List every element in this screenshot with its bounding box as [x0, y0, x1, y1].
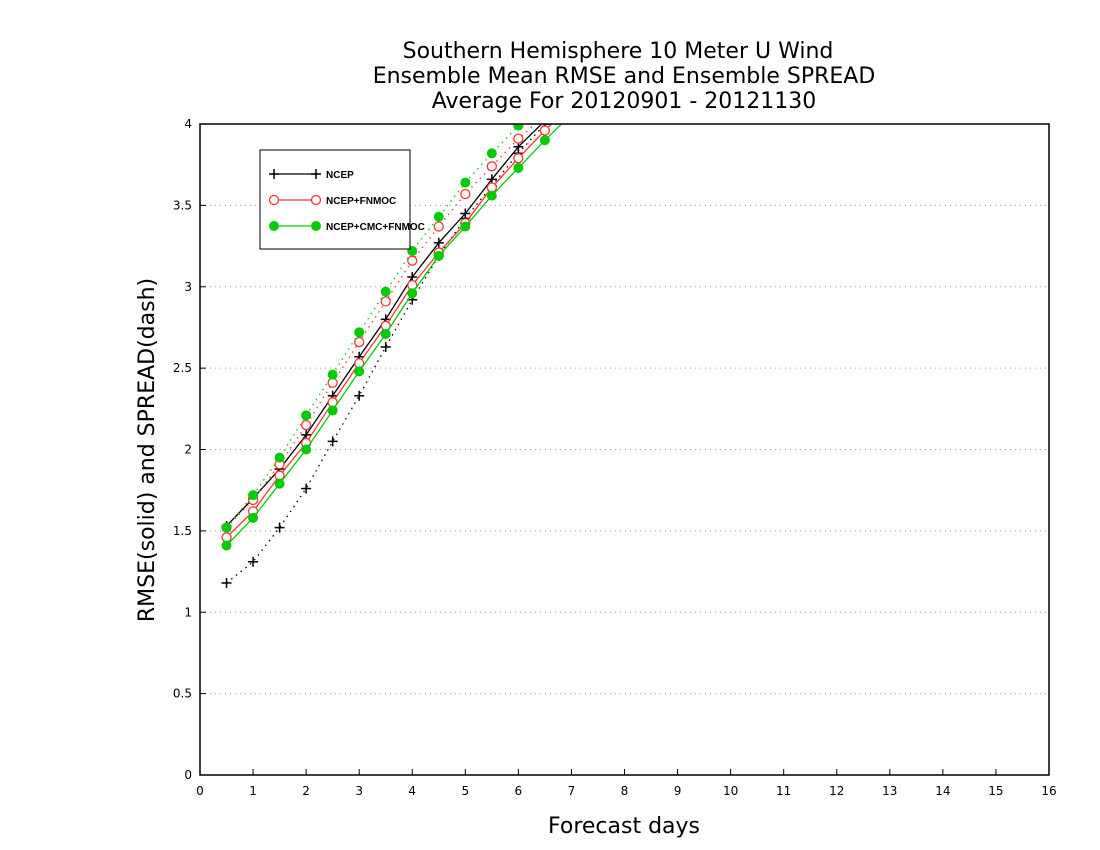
x-tick-label-1: 1: [249, 784, 257, 798]
series-2-rmse-point-11: [513, 162, 524, 173]
legend-marker-end-1: [310, 194, 322, 206]
y-tick-label-1: 0.5: [173, 687, 192, 701]
y-tick-label-8: 4: [184, 117, 192, 131]
title-line-3: Average For 20120901 - 20121130: [432, 89, 817, 114]
x-tick-label-14: 14: [935, 784, 950, 798]
series-0-rmse-point-8: [433, 237, 444, 248]
series-1-spread-point-10: [486, 161, 497, 172]
x-axis-label: Forecast days: [548, 814, 700, 839]
x-tick-label-8: 8: [621, 784, 629, 798]
series-2-spread-point-5: [354, 327, 365, 338]
series-2-spread-point-4: [327, 369, 338, 380]
series-1-spread-point-7: [407, 255, 418, 266]
x-tick-label-6: 6: [515, 784, 523, 798]
series-layer: [221, 124, 563, 588]
series-2-spread-point-1: [248, 490, 259, 501]
series-2-rmse-point-4: [327, 405, 338, 416]
y-tick-label-4: 2: [184, 443, 192, 457]
series-2-rmse-point-2: [274, 478, 285, 489]
x-tick-label-0: 0: [196, 784, 204, 798]
x-tick-label-11: 11: [776, 784, 791, 798]
series-2-rmse-point-1: [248, 512, 259, 523]
legend-marker-start-0: [269, 169, 279, 179]
y-tick-label-5: 2.5: [173, 361, 192, 375]
series-0-spread-point-6: [380, 341, 391, 352]
series-2-rmse-point-3: [301, 444, 312, 455]
legend-marker-start-2: [269, 221, 279, 231]
series-0-spread-point-2: [274, 522, 285, 533]
x-tick-label-10: 10: [723, 784, 738, 798]
series-0-spread-point-5: [354, 390, 365, 401]
series-1-spread-point-11: [513, 133, 524, 144]
legend-marker-end-0: [311, 169, 321, 179]
x-tick-label-12: 12: [829, 784, 844, 798]
title-line-1: Southern Hemisphere 10 Meter U Wind: [403, 39, 834, 64]
series-1-rmse-point-11: [513, 153, 524, 164]
x-tick-label-7: 7: [568, 784, 576, 798]
series-1-spread-point-3: [300, 419, 312, 431]
series-2-rmse-point-12: [539, 135, 550, 146]
series-2-spread-point-3: [301, 410, 312, 421]
legend-label-1: NCEP+FNMOC: [326, 196, 396, 207]
series-1-spread-point-6: [380, 296, 391, 307]
series-0-spread-point-1: [248, 556, 259, 567]
y-tick-label-0: 0: [184, 768, 192, 782]
series-2-rmse-point-10: [486, 190, 497, 201]
series-2-spread-point-10: [486, 148, 497, 159]
title-line-2: Ensemble Mean RMSE and Ensemble SPREAD: [373, 64, 876, 89]
series-2-rmse-point-9: [460, 221, 471, 232]
legend: NCEP NCEP+FNMOC NCEP+CMC+FNMOC: [259, 149, 425, 250]
x-tick-label-15: 15: [988, 784, 1003, 798]
y-axis: 0 0.5 1 1.5 2 2.5 3 3.5 4: [173, 117, 206, 782]
series-0-spread-line: [226, 124, 546, 584]
y-tick-label-3: 1.5: [173, 524, 192, 538]
x-tick-label-13: 13: [882, 784, 897, 798]
series-1-spread-point-5: [354, 336, 365, 348]
y-axis-label: RMSE(solid) and SPREAD(dash): [135, 278, 160, 622]
legend-marker-end-2: [311, 221, 321, 231]
series-2-rmse-point-8: [433, 250, 444, 261]
series-1-spread-point-9: [460, 188, 471, 200]
y-tick-label-2: 1: [184, 605, 192, 619]
x-tick-label-16: 16: [1041, 784, 1056, 798]
x-tick-label-5: 5: [461, 784, 469, 798]
series-1-rmse-line: [226, 124, 553, 538]
legend-label-2: NCEP+CMC+FNMOC: [326, 222, 425, 233]
x-tick-label-4: 4: [408, 784, 416, 798]
series-2-spread-point-6: [380, 286, 391, 297]
y-tick-label-7: 3.5: [173, 198, 192, 212]
series-2-rmse-point-7: [407, 288, 418, 299]
series-2-rmse-line: [226, 124, 563, 546]
series-2-spread-point-8: [433, 211, 444, 222]
series-2-spread-point-0: [221, 522, 232, 533]
series-2-spread-point-11: [513, 124, 524, 131]
y-tick-label-6: 3: [184, 280, 192, 294]
series-2-rmse-point-0: [221, 540, 232, 551]
series-0-spread-point-4: [327, 436, 338, 447]
x-tick-label-3: 3: [355, 784, 363, 798]
x-tick-label-9: 9: [674, 784, 682, 798]
series-2-spread-point-2: [274, 452, 285, 463]
series-2-spread-point-9: [460, 177, 471, 188]
legend-marker-start-1: [268, 194, 280, 206]
chart-title: Southern Hemisphere 10 Meter U Wind Ense…: [373, 39, 876, 114]
series-2-rmse-point-6: [380, 328, 391, 339]
series-1-spread-point-8: [433, 221, 444, 232]
series-0-spread-point-3: [301, 483, 312, 494]
legend-label-0: NCEP: [326, 170, 354, 181]
x-axis: 0 1 2 3 4 5 6 7 8 9 10 11 12 13 14 15 16: [196, 769, 1057, 798]
series-0-spread-point-0: [221, 577, 232, 588]
x-tick-label-2: 2: [302, 784, 310, 798]
series-1-rmse-point-12: [539, 125, 551, 136]
series-2-spread-line: [226, 124, 522, 529]
series-2-rmse-point-5: [354, 366, 365, 377]
